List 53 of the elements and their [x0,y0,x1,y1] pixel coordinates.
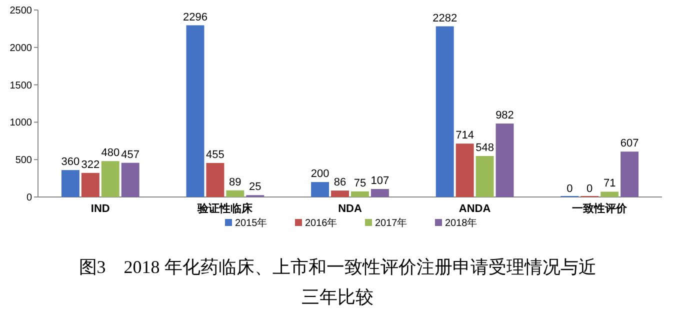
y-tick-label: 0 [26,192,32,204]
data-label: 86 [334,176,346,189]
y-tick-label: 2000 [10,42,32,54]
data-label: 0 [566,183,573,195]
data-label: 548 [476,142,494,154]
data-label: 982 [496,110,514,122]
data-label: 89 [229,176,242,188]
x-tick-label: ANDA [458,203,491,215]
bar [436,26,454,197]
data-label: 360 [61,156,80,168]
data-label: 480 [101,147,120,160]
data-label: 75 [354,177,366,190]
text: 图3 2018 年化药临床、上市和一致性评价注册申请受理情况与近三年比较 [78,256,598,309]
y-tick-label: 500 [15,155,32,166]
data-label: 2296 [183,11,208,24]
data-label: 457 [121,148,140,161]
y-tick-label: 1500 [10,80,32,92]
bar [101,161,120,197]
bar [620,152,639,197]
x-tick-label: 验证性临床 [196,202,254,215]
legend-label: 2016年 [305,217,338,229]
data-label: 71 [603,178,616,190]
y-tick-label: 1000 [10,118,32,129]
bar [226,190,244,197]
x-tick-label: NDA [338,203,362,215]
bar [186,25,204,197]
bar [600,192,619,197]
data-label: 200 [310,168,330,180]
bar [61,170,80,197]
bar [121,162,140,197]
data-label: 25 [249,181,262,194]
bar [370,188,389,197]
y-tick-label: 2500 [10,6,32,16]
bar [206,162,224,197]
bar [331,190,349,197]
data-label: 0 [586,183,593,195]
bar [351,191,369,197]
data-label: 455 [206,148,224,161]
bar [476,156,494,197]
bar [311,182,330,197]
legend-label: 2015年 [235,217,268,229]
bar [456,144,474,197]
data-label: 714 [456,130,474,142]
data-label: 107 [370,174,390,187]
legend-label: 2017年 [375,217,408,229]
data-label: 322 [81,158,100,171]
bar [81,172,100,197]
legend-label: 2018年 [445,217,478,229]
data-label: 2282 [432,12,458,24]
data-label: 607 [620,138,639,150]
x-tick-label: IND [90,203,110,215]
x-tick-label: 一致性评价 [572,202,628,215]
bar [496,124,514,197]
